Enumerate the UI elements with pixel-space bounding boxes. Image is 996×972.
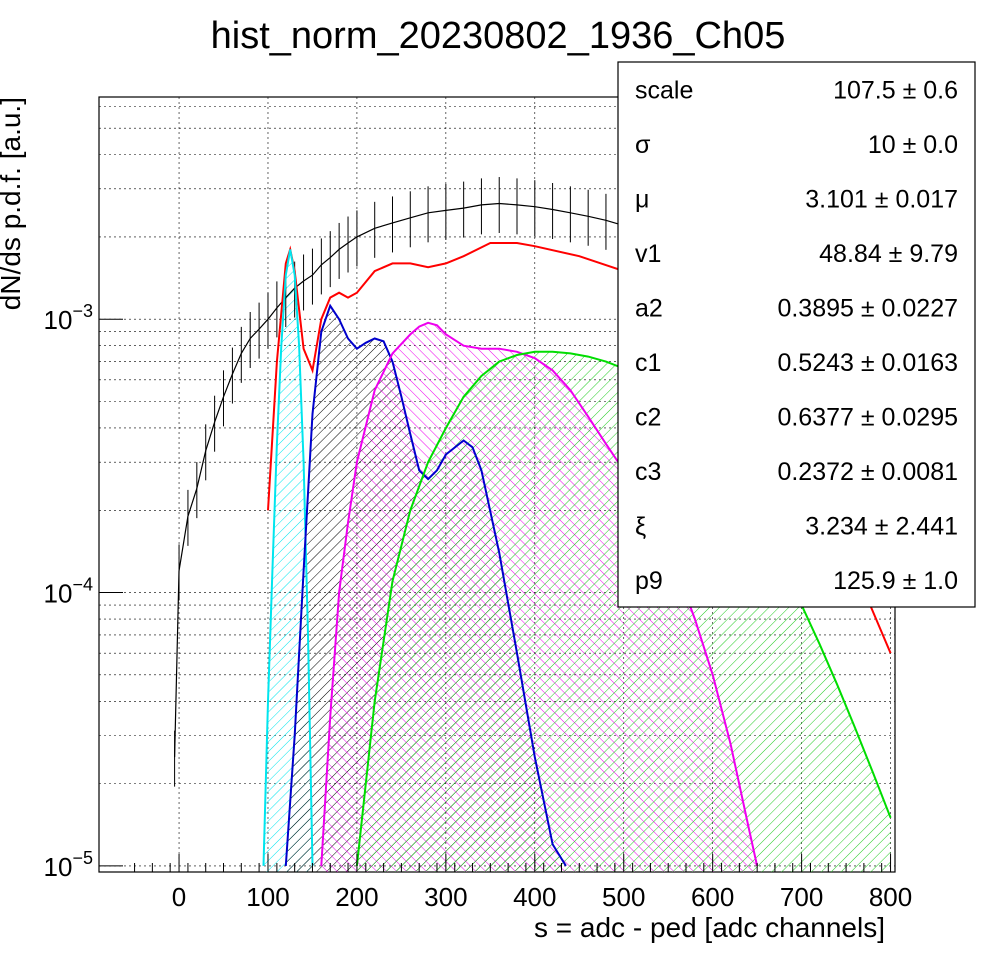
y-tick-label: 10−3: [44, 301, 93, 335]
fit-param-value: 0.5243 ± 0.0163: [777, 349, 958, 377]
fit-param-name: v1: [635, 240, 661, 268]
y-axis-label: dN/ds p.d.f. [a.u.]: [0, 97, 26, 310]
fit-param-name: c3: [635, 458, 661, 486]
x-tick-label: 600: [691, 882, 734, 912]
fit-param-name: c2: [635, 403, 661, 431]
y-tick-label: 10−5: [44, 848, 93, 882]
fit-param-value: 0.3895 ± 0.0227: [777, 294, 958, 322]
x-tick-label: 0: [172, 882, 186, 912]
x-tick-label: 800: [869, 882, 912, 912]
fit-param-name: σ: [635, 131, 651, 159]
x-tick-label: 700: [780, 882, 823, 912]
component-area-5: [356, 351, 891, 872]
fit-param-value: 107.5 ± 0.6: [833, 76, 958, 104]
fit-param-value: 125.9 ± 1.0: [833, 567, 958, 595]
fit-box-frame: [617, 61, 976, 608]
fit-parameters-box: scale 107.5 ± 0.6 σ 10 ± 0.0 μ 3.101 ± 0.017 v…: [617, 61, 976, 608]
x-tick-label: 300: [424, 882, 467, 912]
fit-param-name: scale: [635, 76, 693, 104]
fit-param-name: ξ: [635, 512, 646, 540]
x-axis-label: s = adc - ped [adc channels]: [534, 912, 885, 943]
fit-param-value: 48.84 ± 9.79: [819, 240, 958, 268]
y-tick-label: 10−4: [44, 575, 93, 609]
x-tick-label: 500: [602, 882, 645, 912]
fit-param-value: 0.6377 ± 0.0295: [777, 403, 958, 431]
fit-components: [263, 249, 891, 872]
axes: 0 100 200 300 400 500 600 700 800 10−5 10−4 10−3: [44, 301, 913, 912]
fit-param-value: 0.2372 ± 0.0081: [777, 458, 958, 486]
fit-param-name: p9: [635, 567, 663, 595]
chart-title: hist_norm_20230802_1936_Ch05: [211, 15, 786, 57]
fit-param-value: 3.234 ± 2.441: [805, 512, 958, 540]
fit-param-value: 10 ± 0.0: [868, 131, 958, 159]
x-tick-label: 200: [335, 882, 378, 912]
fit-param-name: μ: [635, 185, 649, 213]
x-tick-label: 400: [513, 882, 556, 912]
fit-param-name: c1: [635, 349, 661, 377]
fit-param-name: a2: [635, 294, 663, 322]
fit-param-value: 3.101 ± 0.017: [805, 185, 958, 213]
x-tick-label: 100: [246, 882, 289, 912]
component-curve-3: [284, 303, 567, 867]
component-curve-2: [262, 249, 314, 866]
